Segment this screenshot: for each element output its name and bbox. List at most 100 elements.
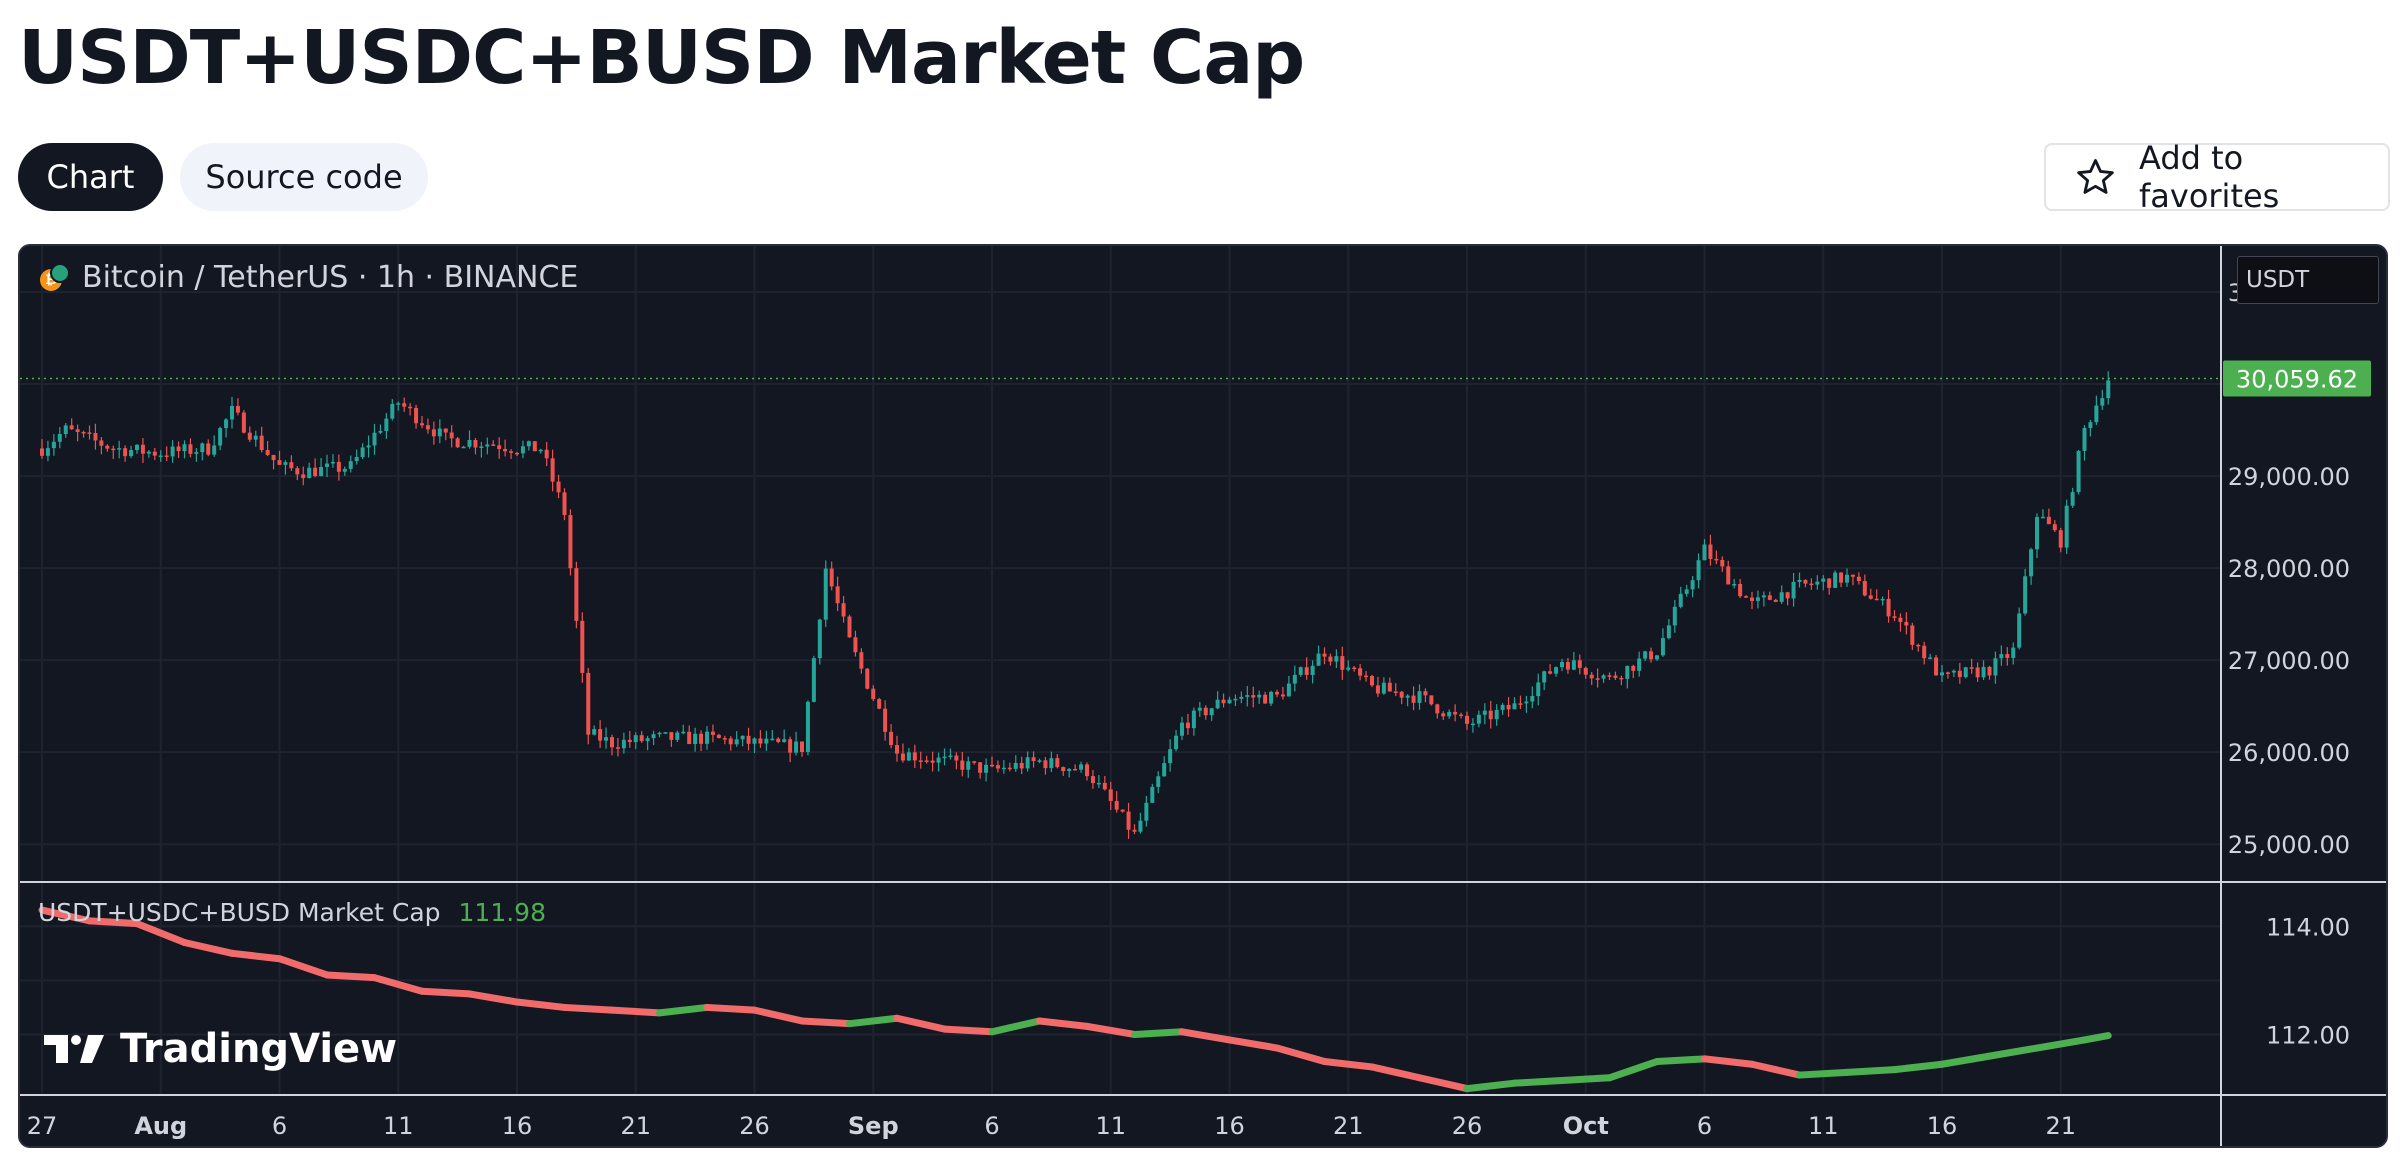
- indicator-segment: [133, 920, 188, 947]
- candle-body: [1666, 625, 1671, 639]
- indicator-segment: [1701, 1055, 1756, 1068]
- candle-body: [883, 708, 888, 732]
- add-to-favorites-button[interactable]: Add to favorites: [2044, 139, 2390, 215]
- candle-body: [556, 481, 561, 493]
- candle-body: [360, 447, 365, 458]
- indicator-segment: [1036, 1017, 1091, 1030]
- candle-body: [1821, 578, 1826, 582]
- candle-body: [699, 733, 704, 744]
- indicator-segment: [1321, 1058, 1376, 1071]
- tradingview-logo[interactable]: TradingView: [42, 1026, 397, 1072]
- candle-body: [1750, 597, 1754, 601]
- candle-body: [859, 652, 864, 669]
- candle-body: [2040, 516, 2045, 519]
- candle-body: [1090, 776, 1095, 784]
- candle-body: [746, 735, 751, 744]
- indicator-legend[interactable]: USDT+USDC+BUSD Market Cap 111.98: [38, 898, 546, 927]
- candle-body: [693, 733, 698, 744]
- candle-body: [930, 760, 935, 763]
- candle-body: [532, 441, 537, 452]
- time-axis-label: 26: [739, 1112, 770, 1140]
- indicator-name: USDT+USDC+BUSD Market Cap: [38, 898, 441, 927]
- time-axis-label: 6: [984, 1112, 999, 1140]
- candle-body: [1500, 704, 1505, 710]
- candle-body: [1275, 691, 1279, 695]
- candle-body: [1969, 667, 1974, 669]
- candle-body: [2076, 450, 2081, 493]
- indicator-segment: [513, 998, 568, 1011]
- candle-body: [752, 738, 757, 744]
- candle-body: [1554, 667, 1559, 674]
- candle-body: [1001, 767, 1006, 770]
- tab-chart[interactable]: Chart: [18, 143, 163, 211]
- candle-body: [877, 699, 882, 709]
- symbol-legend[interactable]: ₿ Bitcoin / TetherUS · 1h · BINANCE: [40, 260, 578, 295]
- indicator-segment: [1511, 1076, 1566, 1087]
- tab-source-code[interactable]: Source code: [180, 143, 428, 211]
- indicator-segment: [1368, 1063, 1423, 1082]
- candle-body: [455, 438, 460, 448]
- chart-canvas[interactable]: 31,000.0029,000.0028,000.0027,000.0026,0…: [20, 246, 2388, 1148]
- candle-body: [1174, 735, 1179, 750]
- candle-body: [503, 448, 508, 452]
- price-candles: [40, 371, 2111, 839]
- candle-body: [1304, 667, 1309, 675]
- currency-selector[interactable]: USDT: [2237, 256, 2379, 304]
- candle-body: [325, 463, 329, 467]
- candle-body: [408, 406, 413, 409]
- candle-body: [657, 732, 662, 735]
- indicator-segment: [1463, 1079, 1518, 1093]
- candle-body: [1203, 707, 1208, 716]
- candle-body: [1910, 625, 1915, 645]
- candle-body: [817, 619, 822, 659]
- candle-body: [117, 448, 122, 450]
- candle-body: [1755, 597, 1760, 601]
- candle-body: [1310, 665, 1315, 675]
- price-axis-label: 25,000.00: [2228, 831, 2350, 859]
- candle-body: [610, 737, 614, 748]
- candle-body: [544, 449, 549, 459]
- candle-body: [1049, 758, 1054, 769]
- bitcoin-tether-icon: ₿: [40, 262, 70, 293]
- price-axis-label: 29,000.00: [2228, 463, 2350, 491]
- candle-body: [123, 448, 128, 457]
- candle-body: [1221, 699, 1226, 704]
- candle-body: [1453, 711, 1458, 715]
- candle-body: [69, 425, 74, 430]
- candle-body: [912, 752, 917, 761]
- candle-body: [1922, 645, 1927, 659]
- candle-body: [1649, 651, 1654, 660]
- candle-body: [176, 446, 181, 452]
- chart-widget[interactable]: 31,000.0029,000.0028,000.0027,000.0026,0…: [18, 244, 2388, 1148]
- candle-body: [1375, 685, 1380, 694]
- candle-body: [1138, 820, 1143, 832]
- candle-body: [800, 741, 804, 753]
- candle-body: [604, 737, 609, 741]
- candle-body: [1233, 698, 1238, 701]
- candle-body: [1928, 657, 1933, 659]
- candle-body: [1025, 757, 1030, 769]
- candle-body: [1185, 722, 1190, 729]
- candle-body: [1660, 638, 1665, 656]
- candle-body: [1168, 749, 1173, 764]
- candle-body: [129, 450, 134, 457]
- candle-body: [515, 452, 519, 455]
- candle-body: [1809, 583, 1814, 586]
- candle-body: [984, 764, 989, 773]
- candle-body: [271, 454, 276, 461]
- candle-body: [1839, 572, 1844, 583]
- candle-body: [1767, 595, 1772, 600]
- candle-body: [782, 739, 787, 743]
- candle-body: [1061, 767, 1066, 772]
- candle-body: [906, 752, 911, 761]
- indicator-segment: [1416, 1074, 1471, 1093]
- candle-body: [645, 738, 650, 742]
- candle-body: [1263, 694, 1268, 704]
- candle-body: [1067, 768, 1072, 772]
- candle-body: [592, 729, 597, 735]
- candle-body: [1886, 598, 1891, 617]
- candle-body: [2082, 427, 2087, 451]
- candle-body: [1696, 560, 1701, 581]
- candle-body: [170, 446, 175, 457]
- candle-body: [45, 448, 50, 456]
